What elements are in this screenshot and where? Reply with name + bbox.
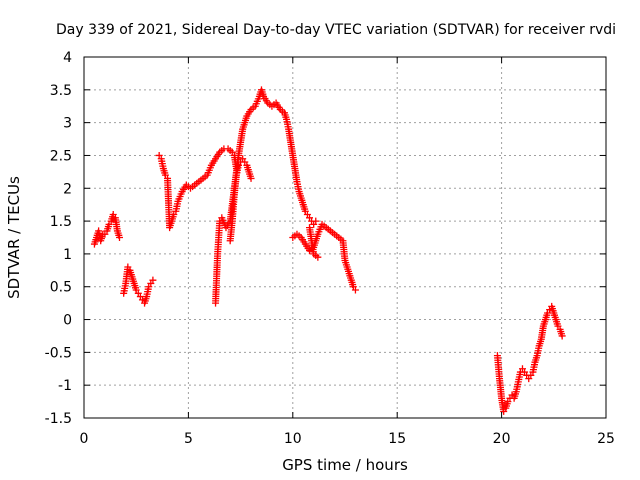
data-point — [115, 234, 123, 241]
y-tick-label: -0.5 — [45, 345, 72, 361]
x-tick-label: 20 — [493, 431, 511, 447]
data-point — [314, 253, 322, 261]
x-tick-label: 15 — [388, 431, 406, 447]
y-tick-label: 2.5 — [50, 148, 72, 164]
data-point — [351, 286, 359, 294]
y-tick-label: -1 — [58, 378, 72, 394]
x-axis-label: GPS time / hours — [282, 456, 408, 474]
y-tick-label: 3.5 — [50, 83, 72, 99]
x-tick-label: 5 — [184, 431, 193, 447]
tick-layer: 0 5 10 15 20 25 -1.5 -1 -0.5 0 0.5 1 1.5 2 2.5 3 3.5 4 — [45, 50, 615, 447]
y-tick-label: 3 — [63, 116, 72, 132]
series-seg8 — [493, 302, 566, 415]
y-tick-label: 1.5 — [50, 214, 72, 230]
grid-layer — [84, 57, 606, 418]
x-tick-label: 0 — [80, 431, 89, 447]
y-tick-label: 0.5 — [50, 280, 72, 296]
x-tick-label: 25 — [597, 431, 615, 447]
data-point — [149, 276, 157, 284]
y-tick-label: 0 — [63, 313, 72, 329]
series-seg2 — [120, 263, 157, 307]
series-seg7 — [306, 224, 322, 261]
points-layer — [90, 86, 566, 415]
plot-frame — [83, 56, 607, 419]
data-point — [312, 217, 320, 225]
series-seg1 — [90, 211, 123, 248]
series-seg5 — [226, 155, 255, 245]
y-tick-label: 1 — [63, 247, 72, 263]
x-tick-label: 10 — [284, 431, 302, 447]
y-tick-label: 2 — [63, 181, 72, 197]
chart-title: Day 339 of 2021, Sidereal Day-to-day VTE… — [56, 22, 616, 38]
series-seg6 — [289, 220, 359, 294]
data-point — [247, 174, 255, 182]
y-tick-label: 4 — [63, 50, 72, 66]
data-point — [558, 332, 566, 340]
y-tick-label: -1.5 — [45, 411, 72, 427]
y-axis-label: SDTVAR / TECUs — [5, 176, 23, 299]
